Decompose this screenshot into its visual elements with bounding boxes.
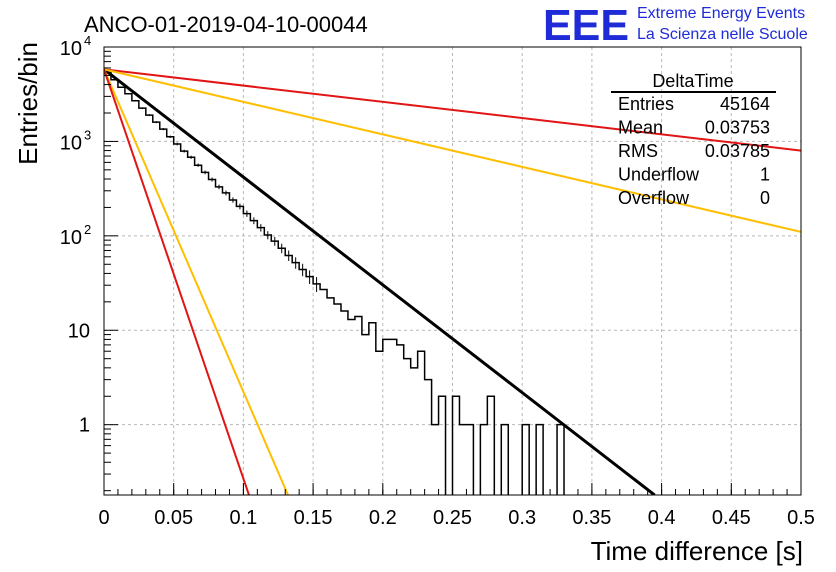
fit-line-group <box>104 68 801 152</box>
histogram <box>104 70 565 495</box>
stats-label: RMS <box>618 141 658 161</box>
fit-line-4 <box>104 68 289 495</box>
x-tick-label: 0.35 <box>572 507 611 529</box>
x-tick-label: 0.45 <box>712 507 751 529</box>
stats-value: 45164 <box>720 94 770 114</box>
stats-value: 1 <box>760 165 770 185</box>
fit-line-5 <box>104 69 250 495</box>
x-tick-label: 0.05 <box>154 507 193 529</box>
fit-line-3 <box>104 68 801 233</box>
stats-label: Entries <box>618 94 674 114</box>
x-tick-label: 0.4 <box>648 507 676 529</box>
fit-line-group <box>104 68 656 495</box>
stats-title: DeltaTime <box>652 71 733 91</box>
y-tick-exponent: 3 <box>84 127 91 142</box>
logo-line-2: La Scienza nelle Scuole <box>637 26 808 43</box>
stats-box: DeltaTime Entries 45164 Mean 0.03753 RMS 0.037… <box>611 71 776 208</box>
x-tick-label: 0.3 <box>508 507 536 529</box>
y-tick-label: 10 <box>68 320 90 342</box>
y-tick-label: 10 <box>60 132 82 154</box>
y-tick-exponent: 4 <box>84 33 91 48</box>
grid <box>104 47 801 495</box>
x-tick-label: 0.5 <box>787 507 815 529</box>
x-tick-label: 0.25 <box>433 507 472 529</box>
y-tick-exponent: 2 <box>84 222 91 237</box>
fit-line-group <box>104 68 289 495</box>
logo-line-1: Extreme Energy Events <box>637 5 805 22</box>
chart-title: ANCO-01-2019-04-10-00044 <box>84 12 368 37</box>
y-axis-label: Entries/bin <box>13 42 43 165</box>
logo: EEE Extreme Energy Events La Scienza nel… <box>543 1 808 50</box>
stats-value: 0.03753 <box>705 118 770 138</box>
x-axis-label: Time difference [s] <box>591 536 803 566</box>
fit-line-2 <box>104 68 801 152</box>
fit-line-group <box>104 69 250 495</box>
y-tick-label: 10 <box>60 227 82 249</box>
fit-line-group <box>104 68 801 233</box>
x-tick-label: 0 <box>98 507 109 529</box>
x-tick-label: 0.2 <box>369 507 397 529</box>
stats-label: Mean <box>618 118 663 138</box>
x-tick-label: 0.15 <box>294 507 333 529</box>
x-tick-label: 0.1 <box>229 507 257 529</box>
y-tick-label: 10 <box>60 38 82 60</box>
stats-value: 0.03785 <box>705 141 770 161</box>
series-layer <box>104 68 801 495</box>
fit-line-1 <box>104 68 656 495</box>
x-axis: 0 0.05 0.1 0.15 0.2 0.25 0.3 0.35 0.4 0.45 0.5 <box>98 483 815 529</box>
stats-value: 0 <box>760 188 770 208</box>
stats-label: Overflow <box>618 188 690 208</box>
histogram-step-line <box>104 70 565 495</box>
logo-mark: EEE <box>543 1 629 50</box>
y-tick-label: 1 <box>79 415 90 437</box>
stats-label: Underflow <box>618 165 700 185</box>
